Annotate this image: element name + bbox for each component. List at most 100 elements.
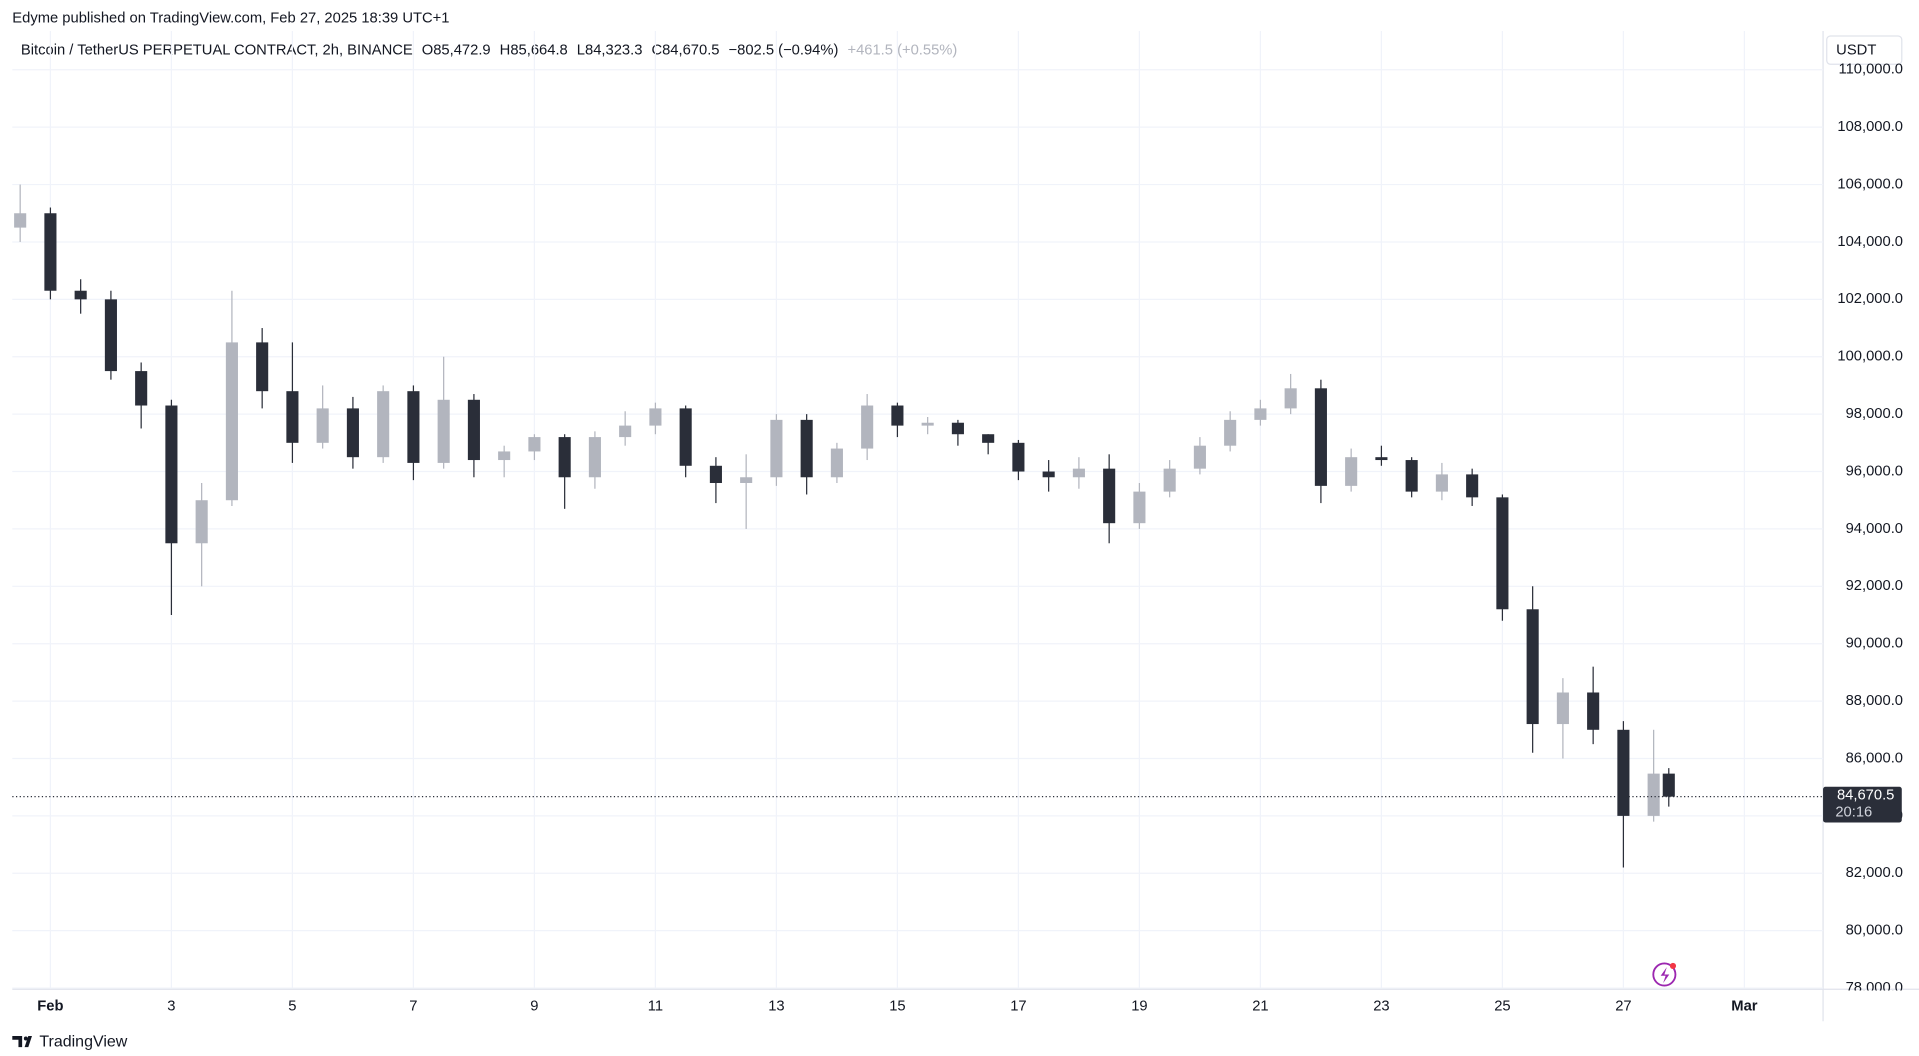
candle-body bbox=[467, 399, 480, 461]
y-tick-label: 82,000.0 bbox=[1846, 865, 1903, 881]
candle-body bbox=[1284, 388, 1297, 409]
candle-body bbox=[256, 342, 269, 392]
candle-body bbox=[437, 399, 450, 463]
candle-body bbox=[709, 465, 722, 484]
y-tick-label: 96,000.0 bbox=[1846, 463, 1903, 479]
brand-logo[interactable] bbox=[12, 1036, 32, 1048]
candle-body bbox=[1072, 468, 1085, 478]
candle-body bbox=[1012, 442, 1025, 472]
candle-body bbox=[1103, 468, 1116, 524]
candle-body bbox=[861, 405, 874, 449]
candle-body bbox=[1375, 457, 1388, 461]
candle-body bbox=[377, 391, 390, 458]
candle-body bbox=[1466, 474, 1479, 498]
brand-name[interactable]: TradingView bbox=[39, 1033, 127, 1050]
candle-body bbox=[649, 408, 662, 426]
open-value: O85,472.9 bbox=[422, 43, 491, 59]
candle-body bbox=[104, 299, 117, 372]
symbol-legend: Bitcoin / TetherUS PERPETUAL CONTRACT, 2… bbox=[21, 43, 957, 59]
candle-body bbox=[982, 434, 995, 443]
candle-body bbox=[891, 405, 904, 426]
candle-body bbox=[1556, 692, 1569, 725]
close-value: C84,670.5 bbox=[651, 43, 719, 59]
candle-body bbox=[1224, 419, 1237, 446]
candle-body bbox=[1163, 468, 1176, 492]
x-tick-label: Feb bbox=[37, 998, 63, 1014]
x-tick-label: 13 bbox=[768, 998, 784, 1014]
x-tick-label: 25 bbox=[1494, 998, 1510, 1014]
last-price-box bbox=[1823, 786, 1902, 823]
candle-body bbox=[1345, 457, 1358, 486]
symbol[interactable]: Bitcoin / TetherUS PERPETUAL CONTRACT, 2… bbox=[21, 43, 413, 59]
after-hours-change: +461.5 (+0.55%) bbox=[847, 43, 957, 59]
low-value: L84,323.3 bbox=[577, 43, 643, 59]
candle-body bbox=[135, 371, 148, 406]
candle-body bbox=[1662, 773, 1675, 797]
y-tick-label: 110,000.0 bbox=[1838, 62, 1903, 78]
y-tick-label: 94,000.0 bbox=[1846, 521, 1903, 537]
icon-dot bbox=[1669, 962, 1677, 970]
candle-body bbox=[165, 405, 178, 544]
y-tick-label: 92,000.0 bbox=[1846, 578, 1903, 594]
candle-body bbox=[1496, 497, 1509, 610]
candle-body bbox=[44, 213, 57, 291]
candle-body bbox=[1314, 388, 1327, 486]
brand-logo-dot bbox=[23, 1036, 28, 1041]
x-tick-label: 9 bbox=[530, 998, 538, 1014]
y-tick-label: 108,000.0 bbox=[1837, 119, 1903, 135]
candle-body bbox=[830, 448, 843, 478]
candle-body bbox=[1617, 729, 1630, 816]
candle-body bbox=[558, 437, 571, 478]
candle-body bbox=[1405, 460, 1418, 492]
last-price-label: 84,670.5 bbox=[1837, 787, 1894, 803]
candle-body bbox=[346, 408, 359, 458]
lightning-icon[interactable] bbox=[1652, 962, 1677, 987]
y-tick-label: 102,000.0 bbox=[1837, 291, 1903, 307]
x-tick-label: 17 bbox=[1010, 998, 1026, 1014]
candle-body bbox=[1042, 471, 1055, 478]
candle-body bbox=[528, 437, 541, 452]
candle-body bbox=[195, 500, 208, 544]
candle-body bbox=[74, 290, 87, 300]
candle-body bbox=[770, 419, 783, 478]
y-tick-label: 78,000.0 bbox=[1846, 980, 1903, 996]
change-value: −802.5 (−0.94%) bbox=[729, 43, 839, 59]
currency-box[interactable] bbox=[1826, 35, 1903, 65]
candle-body bbox=[407, 391, 420, 463]
y-tick-label: 106,000.0 bbox=[1837, 176, 1903, 192]
candle-body bbox=[951, 422, 964, 435]
x-tick-label: 15 bbox=[889, 998, 905, 1014]
y-tick-label: 86,000.0 bbox=[1846, 750, 1903, 766]
publish-info: Edyme published on TradingView.com, Feb … bbox=[12, 11, 449, 27]
y-tick-label: 98,000.0 bbox=[1846, 406, 1903, 422]
icon-bolt[interactable] bbox=[1660, 967, 1670, 984]
x-tick-label: 3 bbox=[167, 998, 175, 1014]
y-tick-label: 90,000.0 bbox=[1846, 636, 1903, 652]
candle-body bbox=[1526, 609, 1539, 725]
candle-body bbox=[1587, 692, 1600, 730]
countdown: 20:16 bbox=[1835, 805, 1872, 821]
icon-ring[interactable] bbox=[1652, 962, 1677, 987]
candle-body bbox=[225, 342, 238, 501]
high-value: H85,664.8 bbox=[500, 43, 568, 59]
x-tick-label: 7 bbox=[409, 998, 417, 1014]
candle-body bbox=[588, 437, 601, 478]
y-tick-label: 104,000.0 bbox=[1837, 234, 1903, 250]
candle-body bbox=[14, 213, 27, 228]
x-tick-label: 23 bbox=[1373, 998, 1389, 1014]
candle-body bbox=[1193, 445, 1206, 469]
candle-body bbox=[1647, 773, 1660, 816]
candle-body bbox=[286, 391, 299, 443]
x-tick-label: 21 bbox=[1252, 998, 1268, 1014]
y-tick-label: 80,000.0 bbox=[1846, 923, 1903, 939]
candle-body bbox=[498, 451, 511, 461]
x-tick-label: Mar bbox=[1731, 998, 1757, 1014]
candle-body bbox=[921, 422, 934, 426]
y-tick-label: 100,000.0 bbox=[1837, 349, 1903, 365]
x-tick-label: 11 bbox=[648, 998, 663, 1014]
x-tick-label: 19 bbox=[1131, 998, 1147, 1014]
currency[interactable]: USDT bbox=[1836, 43, 1876, 59]
candle-body bbox=[740, 477, 753, 484]
brand[interactable]: TradingView bbox=[12, 1033, 128, 1050]
y-tick-label: 88,000.0 bbox=[1846, 693, 1903, 709]
